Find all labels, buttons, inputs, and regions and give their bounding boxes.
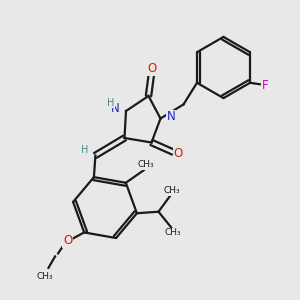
Text: CH₃: CH₃ (137, 160, 154, 169)
Text: F: F (262, 79, 269, 92)
Text: H: H (107, 98, 114, 108)
Text: N: N (111, 102, 120, 115)
Text: CH₃: CH₃ (163, 186, 180, 195)
Text: N: N (167, 110, 175, 124)
Text: O: O (174, 147, 183, 160)
Text: CH₃: CH₃ (36, 272, 53, 281)
Text: O: O (63, 234, 72, 247)
Text: O: O (147, 61, 156, 75)
Text: CH₃: CH₃ (164, 228, 181, 237)
Text: H: H (81, 145, 88, 155)
